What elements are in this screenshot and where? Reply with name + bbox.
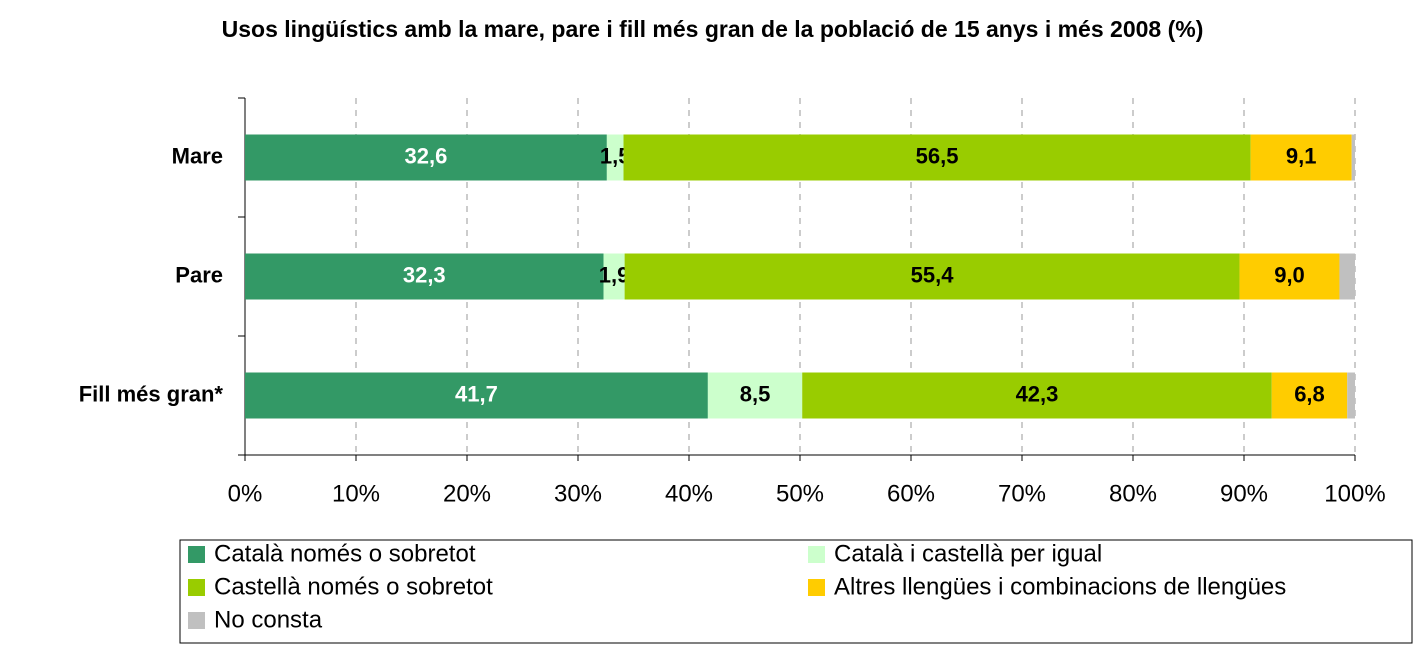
bar-segment xyxy=(1271,372,1348,419)
bar-segment xyxy=(245,372,708,419)
data-label: 56,5 xyxy=(916,143,959,168)
legend-label: Castellà només o sobretot xyxy=(214,573,493,600)
y-tick-label: Pare xyxy=(175,262,223,287)
x-tick-label: 20% xyxy=(443,480,491,507)
bar-segment xyxy=(624,253,1240,300)
y-tick-label: Mare xyxy=(172,143,223,168)
bar-segment xyxy=(623,134,1251,181)
legend-label: No consta xyxy=(214,606,323,633)
data-label: 8,5 xyxy=(740,381,771,406)
legend-label: Català només o sobretot xyxy=(214,540,476,567)
data-label: 55,4 xyxy=(911,262,955,287)
bar-segment xyxy=(245,253,604,300)
x-tick-label: 50% xyxy=(776,480,824,507)
data-label: 9,1 xyxy=(1286,143,1317,168)
bar-segment xyxy=(603,253,625,300)
x-tick-label: 40% xyxy=(665,480,713,507)
y-tick-label: Fill més gran* xyxy=(79,381,224,406)
legend-swatch xyxy=(808,546,825,563)
x-tick-label: 0% xyxy=(228,480,263,507)
data-label: 6,8 xyxy=(1294,381,1325,406)
data-label: 42,3 xyxy=(1016,381,1059,406)
legend-label: Altres llengües i combinacions de llengü… xyxy=(834,573,1286,600)
x-tick-label: 80% xyxy=(1109,480,1157,507)
bar-segment xyxy=(802,372,1272,419)
legend-label: Català i castellà per igual xyxy=(834,540,1102,567)
bar-segment xyxy=(1339,253,1355,300)
bar-segment xyxy=(1239,253,1340,300)
data-label: 32,3 xyxy=(403,262,446,287)
legend-swatch xyxy=(808,579,825,596)
x-tick-label: 70% xyxy=(998,480,1046,507)
data-label: 9,0 xyxy=(1274,262,1305,287)
data-label: 32,6 xyxy=(405,143,448,168)
x-tick-label: 30% xyxy=(554,480,602,507)
bar-segment xyxy=(1351,134,1355,181)
x-tick-label: 10% xyxy=(332,480,380,507)
bar-segment xyxy=(1347,372,1355,419)
data-label: 1,9 xyxy=(599,262,630,287)
legend-box xyxy=(179,539,1413,644)
legend-swatch xyxy=(188,579,205,596)
legend-swatch xyxy=(188,612,205,629)
bar-segment xyxy=(707,372,803,419)
x-tick-label: 100% xyxy=(1324,480,1385,507)
x-tick-label: 60% xyxy=(887,480,935,507)
bar-segment xyxy=(1250,134,1352,181)
x-tick-label: 90% xyxy=(1220,480,1268,507)
chart-title: Usos lingüístics amb la mare, pare i fil… xyxy=(221,16,1204,42)
bar-segment xyxy=(606,134,624,181)
legend-swatch xyxy=(188,546,205,563)
bar-segment xyxy=(245,134,607,181)
data-label: 41,7 xyxy=(455,381,498,406)
